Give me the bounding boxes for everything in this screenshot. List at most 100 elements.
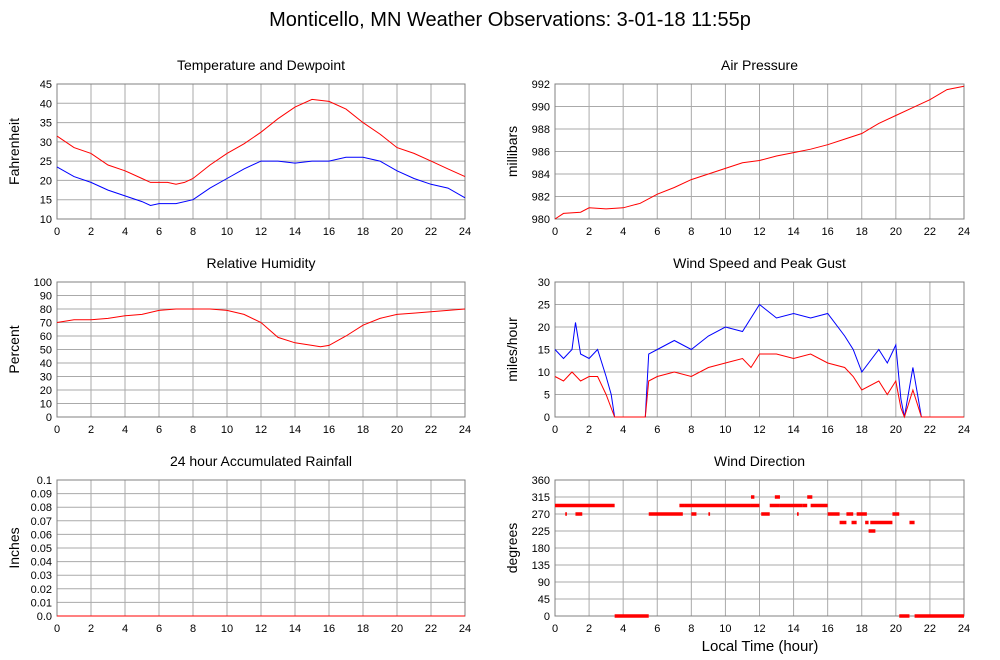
y-tick-label: 990 — [532, 102, 550, 114]
x-tick-label: 0 — [552, 226, 558, 238]
y-tick-label: 0.0 — [37, 611, 52, 623]
y-tick-label: 30 — [538, 277, 550, 289]
x-tick-label: 22 — [924, 226, 936, 238]
y-tick-label: 315 — [532, 492, 550, 504]
y-tick-label: 0 — [46, 412, 52, 424]
x-tick-label: 14 — [289, 623, 301, 635]
y-tick-label: 40 — [40, 98, 52, 110]
x-tick-label: 0 — [54, 424, 60, 436]
x-tick-label: 4 — [620, 424, 626, 436]
y-tick-label: 10 — [40, 399, 52, 411]
x-tick-label: 18 — [357, 623, 369, 635]
series-line-2 — [554, 353, 964, 419]
y-tick-label: 980 — [532, 214, 550, 226]
x-tick-label: 8 — [688, 424, 694, 436]
x-tick-label: 16 — [323, 226, 335, 238]
x-tick-label: 18 — [357, 226, 369, 238]
x-tick-label: 6 — [654, 424, 660, 436]
x-tick-label: 8 — [190, 623, 196, 635]
chart-title: Relative Humidity — [207, 255, 316, 271]
y-tick-label: 0.01 — [31, 597, 52, 609]
y-tick-label: 0.05 — [31, 543, 52, 555]
y-tick-label: 10 — [538, 367, 550, 379]
x-tick-label: 20 — [391, 424, 403, 436]
chart-title: 24 hour Accumulated Rainfall — [170, 453, 352, 469]
x-tick-label: 20 — [890, 424, 902, 436]
x-tick-label: 16 — [822, 226, 834, 238]
x-tick-label: 10 — [719, 623, 731, 635]
y-axis-label: Inches — [6, 527, 22, 568]
x-tick-label: 12 — [753, 424, 765, 436]
chart-title: Wind Direction — [714, 453, 805, 469]
plot-frame — [56, 83, 466, 220]
y-tick-label: 0.1 — [37, 475, 52, 487]
x-tick-label: 22 — [425, 424, 437, 436]
y-tick-label: 50 — [40, 345, 52, 357]
y-tick-label: 0.09 — [31, 489, 52, 501]
y-tick-label: 984 — [532, 169, 550, 181]
x-tick-label: 6 — [654, 623, 660, 635]
chart-title: Wind Speed and Peak Gust — [673, 255, 846, 271]
x-tick-label: 16 — [822, 623, 834, 635]
x-tick-label: 14 — [289, 226, 301, 238]
x-tick-label: 20 — [890, 226, 902, 238]
x-tick-label: 2 — [586, 226, 592, 238]
x-tick-label: 8 — [688, 226, 694, 238]
y-tick-label: 15 — [40, 195, 52, 207]
x-tick-label: 12 — [255, 424, 267, 436]
x-tick-label: 4 — [122, 226, 128, 238]
plot-frame — [554, 83, 965, 220]
x-tick-label: 2 — [586, 623, 592, 635]
x-tick-label: 24 — [459, 623, 471, 635]
y-tick-label: 20 — [40, 175, 52, 187]
y-tick-label: 0.02 — [31, 584, 52, 596]
y-tick-label: 0.04 — [31, 557, 52, 569]
y-tick-label: 20 — [40, 385, 52, 397]
x-tick-label: 12 — [753, 226, 765, 238]
y-tick-label: 40 — [40, 358, 52, 370]
y-tick-label: 982 — [532, 192, 550, 204]
x-tick-label: 24 — [958, 623, 970, 635]
plot-frame — [554, 479, 965, 617]
x-tick-label: 18 — [856, 424, 868, 436]
x-tick-label: 22 — [924, 424, 936, 436]
x-tick-label: 0 — [54, 623, 60, 635]
x-tick-label: 0 — [54, 226, 60, 238]
x-tick-label: 6 — [156, 424, 162, 436]
x-tick-label: 2 — [88, 226, 94, 238]
x-tick-label: 4 — [122, 424, 128, 436]
y-axis-label: millibars — [504, 126, 520, 177]
y-tick-label: 100 — [34, 277, 52, 289]
y-tick-label: 0 — [544, 611, 550, 623]
x-tick-label: 16 — [323, 424, 335, 436]
x-tick-label: 18 — [357, 424, 369, 436]
y-tick-label: 60 — [40, 331, 52, 343]
x-tick-label: 4 — [620, 623, 626, 635]
x-tick-label: 18 — [856, 623, 868, 635]
y-tick-label: 988 — [532, 124, 550, 136]
y-tick-label: 25 — [40, 156, 52, 168]
x-tick-label: 24 — [459, 424, 471, 436]
y-tick-label: 225 — [532, 526, 550, 538]
y-tick-label: 0.07 — [31, 516, 52, 528]
x-tick-label: 4 — [620, 226, 626, 238]
series-line-1 — [56, 98, 466, 185]
series-line-1 — [56, 308, 466, 348]
chart-title: Air Pressure — [721, 57, 798, 73]
x-tick-label: 16 — [822, 424, 834, 436]
x-tick-label: 14 — [787, 623, 799, 635]
y-tick-label: 70 — [40, 318, 52, 330]
x-tick-label: 20 — [391, 226, 403, 238]
series-line-1 — [554, 85, 965, 220]
x-tick-label: 12 — [255, 623, 267, 635]
y-tick-label: 25 — [538, 300, 550, 312]
y-tick-label: 80 — [40, 304, 52, 316]
series-line-1 — [554, 303, 964, 418]
shared-x-axis-label: Local Time (hour) — [702, 638, 819, 655]
x-tick-label: 10 — [719, 226, 731, 238]
x-tick-label: 10 — [221, 424, 233, 436]
